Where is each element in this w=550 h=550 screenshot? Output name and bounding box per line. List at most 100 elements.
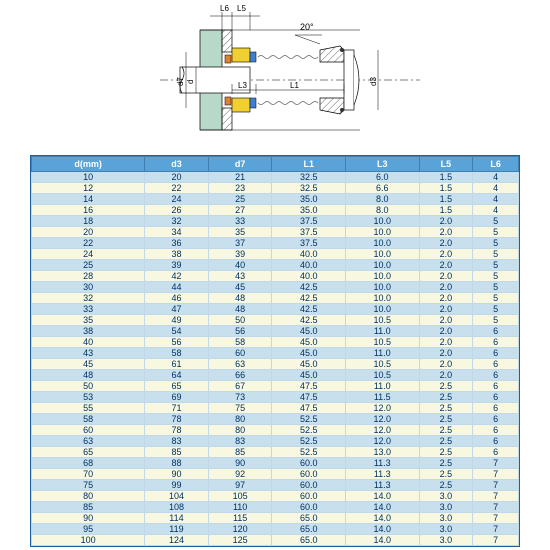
- table-cell: 2.0: [419, 337, 473, 348]
- table-cell: 85: [32, 502, 145, 513]
- table-cell: 45.0: [272, 326, 346, 337]
- table-row: 68889060.011.32.57: [32, 458, 519, 469]
- table-cell: 42.5: [272, 282, 346, 293]
- table-cell: 2.0: [419, 348, 473, 359]
- table-cell: 39: [145, 260, 209, 271]
- table-cell: 5: [473, 271, 519, 282]
- table-cell: 8.0: [346, 194, 420, 205]
- table-cell: 80: [32, 491, 145, 502]
- table-row: 18323337.510.02.05: [32, 216, 519, 227]
- table-cell: 32: [145, 216, 209, 227]
- table-cell: 105: [208, 491, 272, 502]
- table-cell: 2.0: [419, 227, 473, 238]
- table-cell: 2.0: [419, 293, 473, 304]
- table-cell: 50: [32, 381, 145, 392]
- table-cell: 60.0: [272, 480, 346, 491]
- table-cell: 6: [473, 447, 519, 458]
- table-cell: 45.0: [272, 359, 346, 370]
- table-cell: 12.0: [346, 414, 420, 425]
- table-cell: 11.3: [346, 469, 420, 480]
- table-cell: 60.0: [272, 502, 346, 513]
- table-cell: 12.0: [346, 403, 420, 414]
- table-cell: 10: [32, 172, 145, 183]
- table-cell: 37.5: [272, 238, 346, 249]
- table-cell: 6: [473, 326, 519, 337]
- table-cell: 90: [208, 458, 272, 469]
- table-cell: 2.5: [419, 425, 473, 436]
- table-cell: 60.0: [272, 491, 346, 502]
- table-cell: 14.0: [346, 513, 420, 524]
- table-cell: 2.0: [419, 304, 473, 315]
- table-cell: 6: [473, 414, 519, 425]
- table-cell: 56: [208, 326, 272, 337]
- table-row: 75999760.011.32.57: [32, 480, 519, 491]
- table-cell: 61: [145, 359, 209, 370]
- table-cell: 7: [473, 524, 519, 535]
- table-row: 14242535.08.01.54: [32, 194, 519, 205]
- table-cell: 65: [145, 381, 209, 392]
- table-cell: 2.5: [419, 447, 473, 458]
- dim-d: d: [186, 80, 195, 84]
- table-cell: 2.0: [419, 271, 473, 282]
- table-cell: 95: [32, 524, 145, 535]
- table-cell: 7: [473, 458, 519, 469]
- table-cell: 25: [208, 194, 272, 205]
- table-cell: 73: [208, 392, 272, 403]
- table-cell: 114: [145, 513, 209, 524]
- table-cell: 3.0: [419, 502, 473, 513]
- table-cell: 6: [473, 370, 519, 381]
- table-cell: 7: [473, 535, 519, 546]
- table-cell: 4: [473, 172, 519, 183]
- table-cell: 2.0: [419, 370, 473, 381]
- table-cell: 85: [145, 447, 209, 458]
- table-cell: 37.5: [272, 227, 346, 238]
- table-cell: 32.5: [272, 172, 346, 183]
- table-cell: 14.0: [346, 502, 420, 513]
- table-cell: 12.0: [346, 425, 420, 436]
- table-cell: 47.5: [272, 392, 346, 403]
- table-cell: 1.5: [419, 183, 473, 194]
- table-cell: 5: [473, 282, 519, 293]
- table-cell: 90: [145, 469, 209, 480]
- table-cell: 16: [32, 205, 145, 216]
- table-cell: 83: [145, 436, 209, 447]
- table-cell: 65.0: [272, 524, 346, 535]
- table-cell: 2.0: [419, 216, 473, 227]
- table-row: 48646645.010.52.06: [32, 370, 519, 381]
- table-cell: 2.5: [419, 436, 473, 447]
- table-row: 63838352.512.02.56: [32, 436, 519, 447]
- table-cell: 5: [473, 315, 519, 326]
- table-cell: 2.5: [419, 458, 473, 469]
- col-header: d(mm): [32, 157, 145, 172]
- table-cell: 48: [32, 370, 145, 381]
- table-cell: 4: [473, 205, 519, 216]
- table-cell: 14.0: [346, 535, 420, 546]
- table-cell: 14.0: [346, 491, 420, 502]
- table-cell: 108: [145, 502, 209, 513]
- table-cell: 52.5: [272, 425, 346, 436]
- table-cell: 2.5: [419, 469, 473, 480]
- table-cell: 48: [208, 304, 272, 315]
- table-cell: 68: [32, 458, 145, 469]
- table-cell: 10.0: [346, 249, 420, 260]
- table-cell: 60: [32, 425, 145, 436]
- dim-d7: d7: [176, 77, 185, 86]
- table-cell: 40.0: [272, 260, 346, 271]
- table-cell: 10.5: [346, 337, 420, 348]
- table-cell: 45.0: [272, 337, 346, 348]
- table-cell: 14.0: [346, 524, 420, 535]
- table-cell: 20: [145, 172, 209, 183]
- dim-d3: d3: [369, 77, 378, 86]
- table-cell: 43: [32, 348, 145, 359]
- table-cell: 45.0: [272, 370, 346, 381]
- table-cell: 10.0: [346, 227, 420, 238]
- table-cell: 125: [208, 535, 272, 546]
- table-cell: 10.5: [346, 370, 420, 381]
- table-cell: 99: [145, 480, 209, 491]
- table-cell: 2.0: [419, 260, 473, 271]
- table-cell: 53: [32, 392, 145, 403]
- table-row: 24383940.010.02.05: [32, 249, 519, 260]
- table-cell: 11.0: [346, 348, 420, 359]
- table-cell: 65.0: [272, 535, 346, 546]
- table-cell: 26: [145, 205, 209, 216]
